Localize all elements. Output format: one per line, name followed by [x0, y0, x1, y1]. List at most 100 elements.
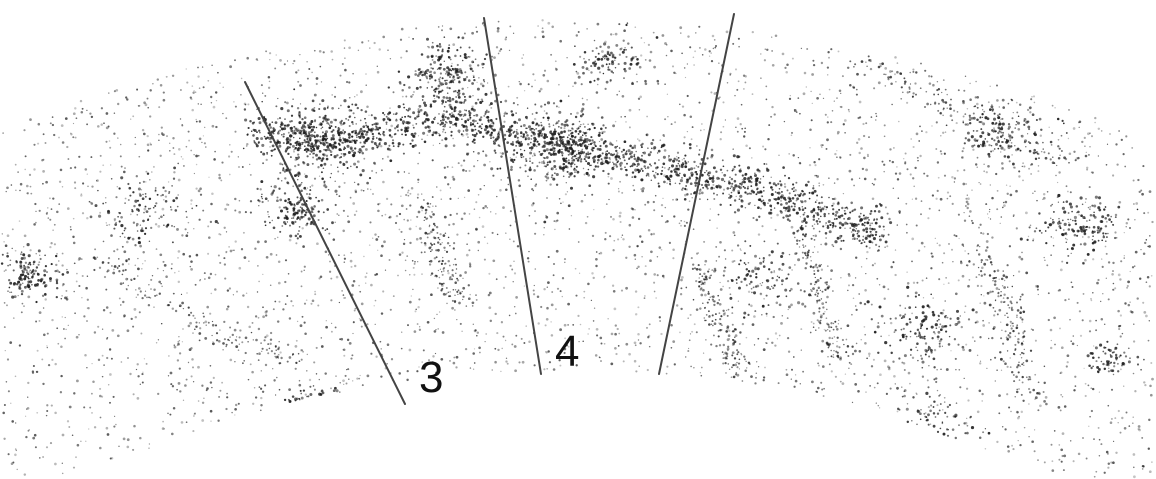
galaxy-point — [303, 139, 306, 141]
galaxy-point — [375, 355, 378, 358]
galaxy-point — [683, 67, 686, 69]
galaxy-point — [365, 124, 368, 127]
galaxy-point — [91, 185, 94, 188]
galaxy-point — [454, 122, 457, 126]
galaxy-point — [765, 98, 768, 101]
galaxy-point — [863, 241, 866, 243]
galaxy-point — [776, 191, 779, 194]
galaxy-point — [739, 168, 742, 170]
galaxy-point — [73, 181, 77, 184]
galaxy-point — [61, 264, 64, 267]
galaxy-point — [140, 189, 143, 191]
galaxy-point — [476, 331, 479, 334]
galaxy-point — [427, 129, 431, 133]
galaxy-point — [233, 101, 235, 103]
galaxy-point — [964, 137, 967, 140]
galaxy-point — [302, 245, 305, 248]
galaxy-point — [56, 252, 58, 255]
galaxy-point — [710, 91, 713, 94]
galaxy-point — [769, 208, 773, 212]
galaxy-point — [816, 194, 819, 197]
galaxy-point — [794, 110, 796, 113]
galaxy-point — [1030, 164, 1032, 166]
galaxy-point — [61, 252, 64, 255]
galaxy-point — [741, 127, 744, 130]
galaxy-point — [332, 238, 336, 241]
galaxy-point — [712, 300, 715, 303]
galaxy-point — [435, 55, 438, 58]
galaxy-point — [894, 329, 897, 332]
galaxy-point — [864, 333, 867, 336]
galaxy-point — [537, 322, 540, 325]
galaxy-point — [119, 282, 123, 286]
galaxy-point — [590, 164, 592, 167]
galaxy-point — [136, 213, 139, 216]
galaxy-point — [841, 223, 845, 227]
galaxy-point — [799, 383, 801, 385]
galaxy-point — [453, 356, 456, 359]
galaxy-point — [435, 205, 437, 207]
galaxy-point — [826, 66, 830, 69]
galaxy-point — [795, 199, 798, 202]
galaxy-point — [1091, 171, 1094, 174]
galaxy-point — [622, 360, 625, 363]
galaxy-point — [353, 181, 356, 184]
galaxy-point — [551, 25, 554, 29]
galaxy-point — [645, 133, 648, 136]
galaxy-point — [187, 130, 190, 133]
galaxy-point — [39, 254, 41, 256]
galaxy-point — [938, 326, 941, 328]
galaxy-point — [1033, 101, 1036, 104]
galaxy-point — [518, 184, 521, 188]
galaxy-point — [346, 368, 348, 371]
galaxy-point — [249, 120, 252, 123]
galaxy-point — [262, 152, 266, 156]
galaxy-point — [359, 136, 362, 139]
galaxy-point — [405, 108, 408, 111]
galaxy-point — [42, 456, 45, 458]
galaxy-point — [1109, 421, 1113, 424]
galaxy-point — [467, 232, 470, 235]
galaxy-point — [24, 415, 27, 417]
galaxy-point — [955, 235, 958, 238]
galaxy-point — [1060, 460, 1063, 463]
galaxy-point — [614, 346, 617, 350]
galaxy-point — [906, 168, 909, 171]
galaxy-point — [770, 176, 772, 178]
galaxy-point — [576, 72, 580, 75]
galaxy-point — [818, 185, 820, 187]
galaxy-point — [483, 258, 486, 261]
galaxy-point — [267, 213, 269, 216]
galaxy-point — [23, 305, 25, 307]
galaxy-point — [408, 172, 410, 174]
galaxy-point — [937, 102, 940, 105]
galaxy-point — [710, 154, 714, 157]
galaxy-point — [722, 125, 725, 128]
galaxy-point — [23, 246, 25, 248]
galaxy-point — [607, 152, 611, 155]
galaxy-point — [806, 48, 809, 50]
galaxy-point — [862, 239, 864, 241]
galaxy-point — [468, 213, 471, 215]
galaxy-point — [774, 184, 778, 187]
galaxy-point — [289, 156, 292, 159]
galaxy-point — [490, 132, 493, 135]
galaxy-point — [713, 39, 716, 41]
galaxy-point — [338, 195, 341, 198]
galaxy-point — [870, 210, 873, 213]
galaxy-point — [878, 407, 881, 409]
galaxy-point — [1057, 201, 1060, 203]
galaxy-point — [939, 394, 941, 396]
galaxy-point — [762, 145, 765, 148]
galaxy-point — [1124, 302, 1127, 305]
galaxy-point — [1083, 136, 1086, 140]
galaxy-point — [290, 114, 294, 117]
galaxy-point — [534, 210, 536, 213]
galaxy-point — [906, 271, 908, 273]
galaxy-point — [955, 368, 957, 371]
galaxy-point — [788, 97, 792, 101]
galaxy-point — [454, 309, 456, 311]
galaxy-point — [284, 280, 287, 284]
galaxy-point — [656, 172, 659, 176]
galaxy-point — [401, 95, 404, 98]
